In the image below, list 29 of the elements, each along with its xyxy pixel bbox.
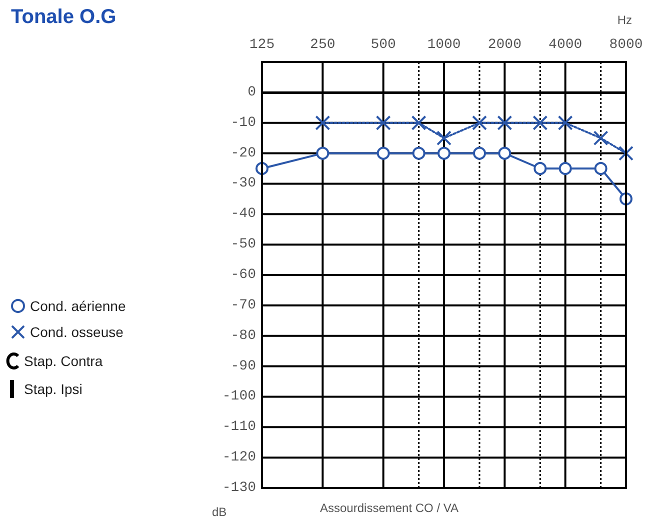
y-tick-label: -120 <box>222 450 256 466</box>
y-tick-label: -10 <box>230 114 256 131</box>
text: Assourdissement CO / VA <box>320 501 458 515</box>
x-tick-label: 2000 <box>488 37 522 53</box>
y-tick-label: -130 <box>222 480 256 496</box>
y-tick-label: -100 <box>222 388 256 405</box>
x-tick-label: 125 <box>249 37 275 53</box>
x-tick-label: 500 <box>370 37 396 53</box>
legend-label: Cond. osseuse <box>30 324 124 340</box>
y-tick-label: -50 <box>230 236 256 253</box>
y-tick-label: -90 <box>230 358 256 374</box>
y-tick-label: -110 <box>222 419 256 436</box>
x-tick-label: 250 <box>310 37 336 53</box>
y-tick-label: -20 <box>230 145 256 162</box>
x-axis-title: Hz <box>617 13 632 27</box>
x-tick-label: 4000 <box>548 37 582 53</box>
x-tick-label: 8000 <box>609 37 643 53</box>
text: Tonale O.G <box>11 6 116 28</box>
x-tick-label: 1000 <box>427 37 461 53</box>
text: Stap. Ipsi <box>24 381 82 397</box>
legend-label: Cond. aérienne <box>30 298 126 314</box>
y-axis-title: dB <box>212 505 227 519</box>
text: Stap. Contra <box>24 353 103 369</box>
y-tick-label: -60 <box>230 267 256 283</box>
y-tick-label: -30 <box>230 176 256 192</box>
y-tick-label: -80 <box>230 328 256 344</box>
y-tick-label: -40 <box>230 206 256 222</box>
y-tick-label: 0 <box>248 84 256 100</box>
y-tick-label: -70 <box>230 297 256 314</box>
